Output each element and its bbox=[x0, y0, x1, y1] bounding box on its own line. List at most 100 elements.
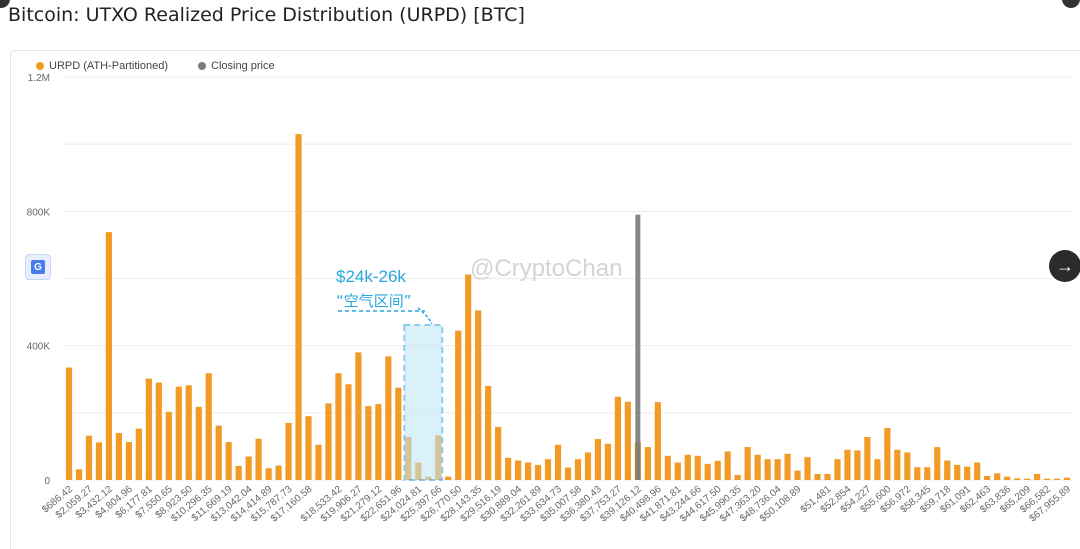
bar bbox=[215, 425, 222, 480]
bar bbox=[844, 449, 851, 480]
bar bbox=[185, 385, 192, 480]
bar bbox=[445, 476, 452, 480]
bar bbox=[884, 427, 891, 480]
bar bbox=[804, 457, 811, 480]
bar bbox=[684, 454, 691, 480]
bar bbox=[315, 444, 322, 480]
bar bbox=[325, 403, 332, 480]
y-tick-label: 0 bbox=[44, 476, 50, 487]
bar bbox=[1053, 478, 1061, 480]
bar bbox=[455, 330, 462, 480]
bar bbox=[774, 459, 781, 480]
annotation-range: $24k-26k bbox=[336, 267, 406, 286]
y-tick-label: 400K bbox=[27, 342, 51, 353]
bar bbox=[255, 438, 262, 480]
bar bbox=[115, 432, 122, 480]
bar bbox=[465, 274, 472, 480]
bar bbox=[95, 442, 103, 480]
bar bbox=[245, 456, 252, 480]
bar bbox=[604, 443, 612, 480]
bar bbox=[355, 352, 362, 480]
bar bbox=[285, 422, 292, 480]
bar bbox=[904, 452, 911, 480]
bar bbox=[864, 437, 871, 480]
bar bbox=[894, 449, 901, 480]
bar bbox=[994, 473, 1001, 480]
bar bbox=[954, 464, 961, 480]
bar bbox=[125, 442, 132, 480]
bar bbox=[135, 428, 142, 480]
bar bbox=[764, 459, 771, 480]
bar bbox=[385, 356, 392, 480]
bar bbox=[784, 453, 791, 480]
annotation-arrow bbox=[417, 307, 433, 325]
bar bbox=[195, 406, 202, 480]
bar bbox=[874, 459, 881, 480]
bar bbox=[664, 455, 671, 480]
bar bbox=[105, 232, 113, 480]
bar bbox=[834, 459, 841, 480]
bar bbox=[145, 378, 152, 480]
bar bbox=[235, 465, 242, 480]
annotation-label: “空气区间” bbox=[336, 292, 412, 310]
bar bbox=[365, 406, 372, 480]
bar bbox=[814, 473, 821, 480]
bar bbox=[734, 474, 741, 480]
bar bbox=[1014, 478, 1021, 480]
legend-swatch-urpd bbox=[36, 62, 44, 70]
bar bbox=[744, 447, 751, 480]
highlight-box bbox=[403, 324, 444, 481]
bar bbox=[515, 460, 522, 480]
bar bbox=[534, 464, 542, 480]
bar bbox=[974, 462, 981, 480]
bar bbox=[165, 411, 172, 480]
bar bbox=[624, 401, 631, 480]
legend-label-urpd: URPD (ATH-Partitioned) bbox=[49, 60, 168, 72]
bar bbox=[175, 386, 182, 480]
legend-item-closing[interactable]: Closing price bbox=[198, 60, 275, 72]
bar bbox=[754, 454, 761, 480]
bar bbox=[1063, 477, 1071, 480]
bar bbox=[335, 373, 342, 480]
bar bbox=[495, 426, 502, 480]
bar bbox=[295, 134, 302, 480]
bar bbox=[704, 463, 711, 480]
bar bbox=[584, 452, 592, 480]
bar bbox=[644, 447, 651, 480]
bar bbox=[924, 467, 931, 480]
bar bbox=[594, 439, 602, 480]
bar bbox=[794, 470, 801, 480]
corner-button-left[interactable] bbox=[0, 0, 10, 8]
bar bbox=[854, 450, 861, 480]
bar bbox=[375, 404, 382, 480]
arrow-right-icon[interactable]: → bbox=[1049, 250, 1080, 282]
bar bbox=[65, 367, 73, 480]
bar bbox=[614, 396, 621, 480]
y-tick-label: 800K bbox=[27, 207, 51, 218]
bar bbox=[85, 435, 93, 480]
bar bbox=[554, 444, 562, 480]
bar bbox=[694, 455, 701, 480]
corner-button-right[interactable] bbox=[1062, 0, 1080, 8]
bar bbox=[824, 473, 831, 480]
bar bbox=[475, 310, 482, 480]
closing-price-line bbox=[635, 214, 641, 481]
bar bbox=[345, 384, 352, 480]
legend-item-urpd[interactable]: URPD (ATH-Partitioned) bbox=[36, 60, 168, 72]
bar bbox=[505, 457, 512, 480]
chart-legend: URPD (ATH-Partitioned) Closing price bbox=[36, 60, 275, 72]
google-translate-icon[interactable]: G bbox=[25, 254, 51, 280]
legend-label-closing: Closing price bbox=[211, 60, 275, 72]
bar bbox=[984, 475, 991, 480]
bar bbox=[674, 462, 681, 480]
bar bbox=[265, 468, 272, 480]
page-title: Bitcoin: UTXO Realized Price Distributio… bbox=[8, 4, 525, 26]
bar bbox=[574, 459, 582, 480]
bar bbox=[944, 460, 951, 480]
bar bbox=[934, 447, 941, 480]
watermark: @CryptoChan bbox=[470, 255, 622, 282]
bar bbox=[155, 382, 162, 480]
bar bbox=[485, 385, 492, 480]
bar bbox=[914, 467, 921, 480]
